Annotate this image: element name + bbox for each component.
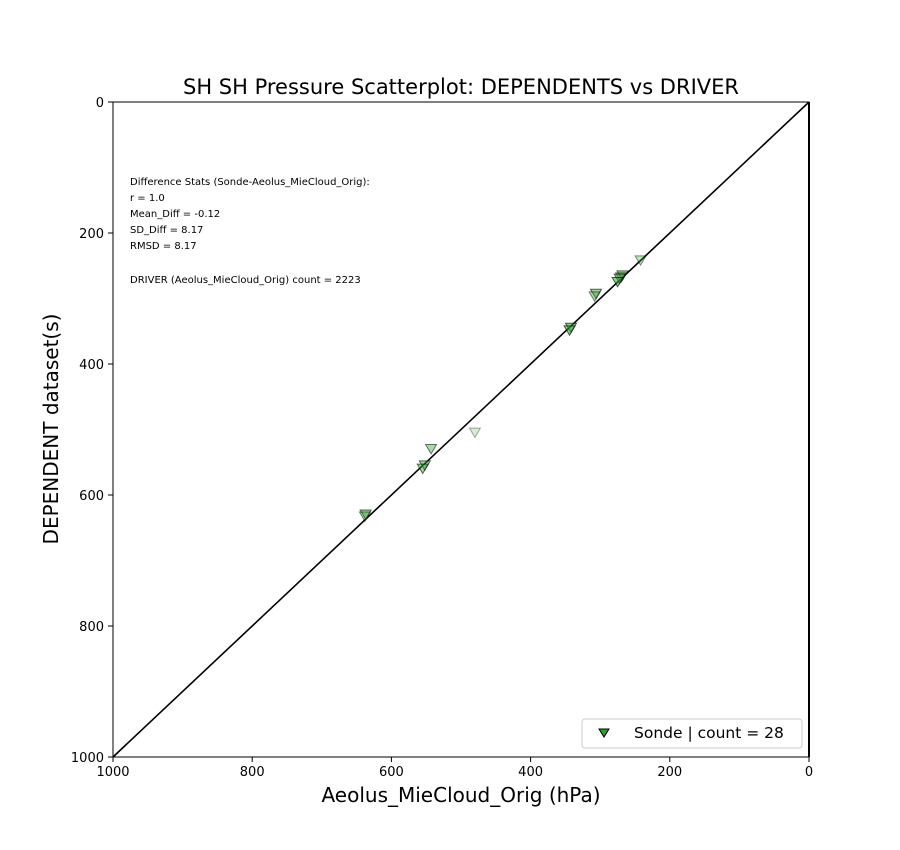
y-axis-label: DEPENDENT dataset(s) — [39, 314, 63, 545]
stats-line-rmsd: RMSD = 8.17 — [130, 241, 197, 252]
x-tick-label: 1000 — [96, 765, 129, 780]
data-point — [358, 511, 372, 523]
legend-box — [581, 718, 803, 749]
y-axis: 0 200 400 600 800 1000 — [71, 96, 113, 766]
one-to-one-line — [112, 101, 810, 758]
stats-line-heading: Difference Stats (Sonde-Aeolus_MieCloud_… — [130, 177, 370, 188]
y-tick-label: 200 — [79, 227, 104, 242]
chart-title: SH SH Pressure Scatterplot: DEPENDENTS v… — [183, 75, 739, 99]
y-tick-label: 0 — [96, 96, 104, 111]
x-axis: 1000 800 600 400 200 0 — [96, 757, 813, 780]
stats-line-r: r = 1.0 — [130, 193, 165, 204]
legend-marker-triangle-down — [598, 728, 610, 738]
data-point — [588, 291, 602, 303]
data-point — [634, 255, 647, 267]
y-tick-label: 800 — [79, 620, 104, 635]
x-tick-label: 400 — [518, 765, 543, 780]
x-tick-label: 600 — [379, 765, 404, 780]
stats-line-driver-count: DRIVER (Aeolus_MieCloud_Orig) count = 22… — [130, 275, 361, 286]
x-tick-label: 200 — [657, 765, 682, 780]
y-tick-label: 400 — [79, 358, 104, 373]
data-point — [468, 427, 482, 439]
x-axis-label: Aeolus_MieCloud_Orig (hPa) — [321, 783, 600, 807]
data-point — [563, 325, 576, 337]
legend: Sonde | count = 28 — [581, 718, 803, 749]
y-tick-label: 1000 — [71, 751, 104, 766]
data-point — [416, 463, 430, 475]
stats-line-mean-diff: Mean_Diff = -0.12 — [130, 209, 220, 220]
plot-area — [112, 101, 810, 758]
legend-label: Sonde | count = 28 — [634, 724, 784, 742]
data-point — [424, 443, 438, 455]
stats-line-sd-diff: SD_Diff = 8.17 — [130, 225, 203, 236]
data-point — [611, 276, 624, 288]
data-points — [358, 255, 647, 523]
x-tick-label: 0 — [805, 765, 813, 780]
x-tick-label: 800 — [240, 765, 265, 780]
y-tick-label: 600 — [79, 489, 104, 504]
stats-annotation: Difference Stats (Sonde-Aeolus_MieCloud_… — [130, 177, 370, 286]
